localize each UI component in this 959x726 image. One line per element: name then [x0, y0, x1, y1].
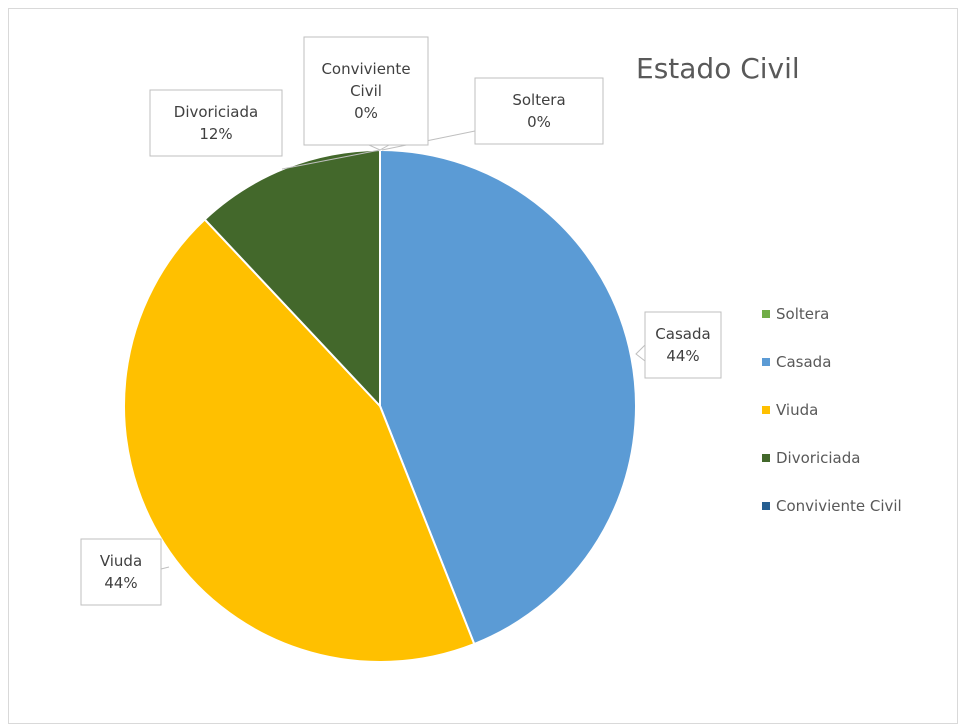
legend-item-soltera: Soltera: [762, 305, 829, 323]
leader-viuda: [160, 566, 170, 570]
pie-slice-casada: [379, 148, 637, 646]
data-label-text: 44%: [666, 347, 699, 365]
data-label-text: Casada: [655, 325, 710, 343]
data-label-text: 44%: [104, 574, 137, 592]
chart-title: Estado Civil: [636, 52, 800, 85]
legend-swatch: [762, 502, 770, 510]
legend-label: Soltera: [776, 305, 829, 323]
leader-casada: [635, 344, 646, 362]
legend-swatch: [762, 310, 770, 318]
legend-item-divoriciada: Divoriciada: [762, 449, 860, 467]
data-label-viuda: Viuda 44%: [80, 538, 162, 606]
data-label-text: 12%: [199, 125, 232, 143]
data-label-text: 0%: [354, 104, 378, 122]
data-label-text: Viuda: [100, 552, 142, 570]
leader-conviviente: [368, 144, 390, 151]
legend-label: Casada: [776, 353, 831, 371]
legend-label: Conviviente Civil: [776, 497, 902, 515]
data-label-divoriciada: Divoriciada 12%: [149, 89, 283, 157]
data-label-text: Divoriciada: [174, 103, 258, 121]
legend-swatch: [762, 454, 770, 462]
chart-area: Estado Civil Soltera 0% Casada 44% Viuda 44% D…: [8, 8, 958, 724]
legend: Soltera Casada Viuda Divoriciada Conviviente…: [762, 305, 902, 515]
data-label-text: 0%: [527, 113, 551, 131]
pie-slice-viuda: [123, 217, 476, 663]
legend-swatch: [762, 358, 770, 366]
data-label-text: Soltera: [512, 91, 565, 109]
leader-divoriciada: [281, 149, 381, 170]
data-label-box: [303, 36, 429, 146]
data-label-box: [80, 538, 162, 606]
data-label-soltera: Soltera 0%: [474, 77, 604, 145]
data-label-text: Civil: [350, 82, 382, 100]
data-label-text: Conviviente: [321, 60, 410, 78]
legend-label: Divoriciada: [776, 449, 860, 467]
legend-item-casada: Casada: [762, 353, 831, 371]
legend-swatch: [762, 406, 770, 414]
data-label-box: [644, 311, 722, 379]
legend-label: Viuda: [776, 401, 818, 419]
data-labels: Soltera 0% Casada 44% Viuda 44% Divoriciada 12%…: [80, 36, 722, 606]
data-label-box: [474, 77, 604, 145]
data-label-conviviente-civil: Conviviente Civil 0%: [303, 36, 429, 146]
pie-chart: Estado Civil Soltera 0% Casada 44% Viuda 44% D…: [80, 36, 902, 663]
data-label-casada: Casada 44%: [644, 311, 722, 379]
pie-slices: [123, 148, 637, 663]
data-label-box: [149, 89, 283, 157]
legend-item-viuda: Viuda: [762, 401, 818, 419]
legend-item-conviviente-civil: Conviviente Civil: [762, 497, 902, 515]
